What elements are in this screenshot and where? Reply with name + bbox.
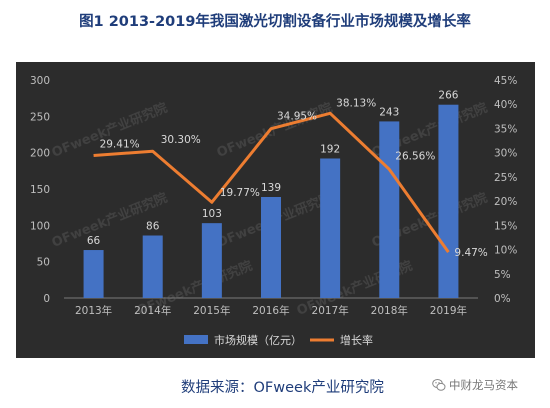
watermark-text: OFweek产业研究院	[214, 100, 334, 161]
bar	[261, 196, 281, 298]
x-tick-label: 2018年	[371, 304, 408, 317]
y-left-tick-label: 150	[30, 184, 50, 196]
bar-value-label: 86	[146, 221, 160, 233]
line-value-label: 29.41%	[100, 139, 140, 151]
line-value-label: 38.13%	[336, 97, 376, 109]
y-right-tick-label: 30%	[494, 148, 517, 160]
credit-text: 中财龙马资本	[449, 378, 518, 392]
bar	[201, 223, 222, 298]
x-tick-label: 2014年	[134, 304, 171, 317]
growth-line	[93, 111, 450, 253]
bar	[438, 104, 459, 298]
y-left-tick-label: 250	[30, 111, 50, 123]
line-value-label: 19.77%	[220, 187, 260, 199]
x-tick-label: 2016年	[252, 304, 289, 317]
y-left-tick-label: 50	[37, 257, 50, 269]
y-right-tick-label: 5%	[494, 269, 511, 281]
chart-title: 图1 2013-2019年我国激光切割设备行业市场规模及增长率	[79, 14, 471, 30]
legend-label-line: 增长率	[340, 333, 373, 347]
y-right-tick-label: 45%	[494, 75, 517, 87]
y-right-tick-label: 35%	[494, 123, 517, 135]
y-left-tick-label: 100	[30, 220, 50, 232]
wechat-icon	[432, 379, 446, 391]
data-source: 数据来源：OFweek产业研究院	[181, 380, 384, 396]
y-right-tick-label: 0%	[494, 293, 511, 305]
x-tick-label: 2015年	[193, 304, 230, 317]
bar	[320, 158, 341, 298]
y-left-tick-label: 0	[43, 293, 50, 305]
y-right-tick-label: 20%	[494, 196, 517, 208]
x-tick-label: 2019年	[430, 304, 467, 317]
combo-chart: OFweek产业研究院 OFweek产业研究院 OFweek产业研究院OFweek产…	[30, 75, 517, 347]
y-left-tick-label: 200	[30, 148, 50, 160]
wechat-credit: 中财龙马资本	[432, 377, 518, 393]
bar-value-label: 66	[87, 235, 101, 247]
line-value-label: 26.56%	[395, 150, 435, 162]
line-value-label: 34.95%	[277, 111, 317, 123]
y-right-tick-label: 25%	[494, 172, 517, 184]
bar-value-label: 103	[202, 208, 222, 220]
legend-swatch-bars	[184, 335, 208, 344]
y-right-tick-label: 10%	[494, 245, 517, 257]
bar	[142, 235, 163, 298]
y-right-tick-label: 40%	[494, 99, 517, 111]
bar-value-label: 243	[379, 106, 399, 118]
legend-label-bars: 市场规模（亿元）	[214, 333, 302, 347]
bar-value-label: 139	[261, 182, 281, 194]
bar	[379, 121, 400, 298]
line-value-label: 9.47%	[454, 247, 487, 259]
bar-value-label: 266	[438, 90, 458, 102]
x-tick-label: 2013年	[75, 304, 112, 317]
bar	[83, 250, 104, 298]
y-left-tick-label: 300	[30, 75, 50, 87]
chart-area: OFweek产业研究院 OFweek产业研究院 OFweek产业研究院 OFweek产…	[16, 62, 535, 358]
bar-value-label: 192	[320, 143, 340, 155]
line-value-label: 30.30%	[161, 134, 201, 146]
y-right-tick-label: 15%	[494, 220, 517, 232]
x-tick-label: 2017年	[312, 304, 349, 317]
